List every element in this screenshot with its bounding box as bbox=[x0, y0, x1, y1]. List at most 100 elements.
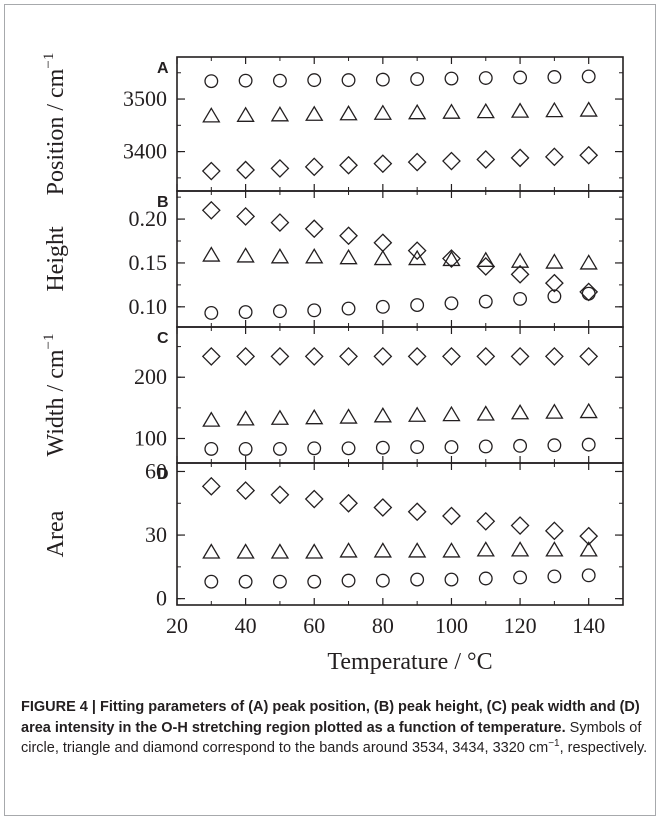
panel-d-diamond-point-3 bbox=[304, 489, 324, 509]
panel-a-diamond-point-6 bbox=[407, 152, 427, 172]
panel-b-circle-point-7 bbox=[444, 296, 459, 311]
panel-d-diamond-point-11 bbox=[579, 526, 599, 546]
panel-a-ylabel-text: Position / cm bbox=[43, 68, 69, 195]
panel-b-diamond-point-10 bbox=[544, 273, 564, 293]
panel-a-triangle-point-2 bbox=[270, 106, 290, 122]
panel-d-triangle-point-3 bbox=[305, 543, 324, 559]
panel-b-diamond-point-2 bbox=[270, 213, 290, 233]
panel-a-diamond-point-0 bbox=[201, 161, 221, 181]
panel-c-diamond-point-9 bbox=[510, 346, 530, 366]
panel-c-diamond-point-8 bbox=[476, 346, 496, 366]
panel-d-ylabel: Area bbox=[43, 510, 69, 557]
panel-d-circle-point-1 bbox=[238, 574, 253, 589]
x-axis-title: Temperature / °C bbox=[327, 649, 492, 675]
panel-b-diamond-point-8 bbox=[476, 257, 496, 276]
panel-b-ylabel: Height bbox=[43, 226, 69, 292]
panel-d-diamond-point-6 bbox=[407, 502, 427, 522]
panel-d-circle-point-5 bbox=[375, 573, 390, 588]
panel-d-triangle-point-5 bbox=[373, 542, 392, 558]
panel-c-triangle-point-7 bbox=[442, 405, 461, 422]
panel-b-triangle-point-5 bbox=[373, 249, 392, 266]
panel-c-diamond-point-11 bbox=[579, 346, 599, 366]
panel-b-circle-point-1 bbox=[238, 305, 253, 320]
panel-d-triangle-point-1 bbox=[236, 543, 255, 559]
panel-b-diamond-point-5 bbox=[373, 233, 393, 253]
panel-b-triangle-point-6 bbox=[408, 249, 427, 266]
panel-c-diamond-point-5 bbox=[373, 346, 393, 366]
panel-c-triangle-point-5 bbox=[373, 407, 392, 423]
panel-b-ytick-label-0: 0.10 bbox=[129, 294, 168, 319]
panel-d-diamond-point-7 bbox=[442, 506, 461, 526]
panel-a-circle-point-4 bbox=[341, 73, 356, 88]
panel-c-circle-point-9 bbox=[513, 438, 528, 453]
panel-c-circle-point-7 bbox=[444, 440, 459, 455]
panel-c-diamond-point-3 bbox=[304, 346, 324, 366]
panel-c-circle-point-6 bbox=[410, 440, 425, 455]
panel-a-circle-point-9 bbox=[513, 70, 528, 85]
panel-d-diamond-point-2 bbox=[270, 485, 290, 505]
x-tick-label-3: 80 bbox=[372, 613, 394, 638]
panel-d-frame bbox=[176, 462, 624, 606]
panel-d-triangle-point-9 bbox=[510, 541, 530, 557]
panel-a-triangle-point-8 bbox=[476, 102, 495, 119]
panel-a-circle-point-8 bbox=[478, 71, 493, 85]
panel-c-triangle-point-1 bbox=[236, 410, 255, 426]
panel-c-ylabel-text: Width / cm bbox=[43, 349, 69, 456]
panel-b-triangle-point-10 bbox=[545, 253, 564, 269]
panel-a-triangle-point-6 bbox=[408, 103, 427, 120]
figure-caption: FIGURE 4 | Fitting parameters of (A) pea… bbox=[21, 697, 649, 759]
panel-b-triangle-point-3 bbox=[305, 248, 324, 264]
panel-b-diamond-point-1 bbox=[236, 207, 256, 226]
panel-d-ylabel-text: Area bbox=[43, 510, 69, 557]
panel-c-ytick-label-1: 200 bbox=[134, 364, 167, 389]
panel-d-ytick-label-1: 30 bbox=[145, 522, 167, 547]
panel-c-diamond-point-2 bbox=[270, 346, 290, 366]
panel-a-circle-point-10 bbox=[547, 70, 562, 84]
x-tick-label-2: 60 bbox=[303, 613, 325, 638]
panel-c-diamond-point-0 bbox=[201, 346, 221, 366]
panel-d-circle-point-0 bbox=[204, 574, 219, 589]
panel-b-ytick-label-2: 0.20 bbox=[129, 206, 168, 231]
panel-a-circle-point-6 bbox=[410, 72, 425, 87]
panel-d-triangle-point-8 bbox=[476, 541, 495, 557]
caption-unit-superscript: −1 bbox=[548, 738, 560, 750]
panel-c-triangle-point-3 bbox=[305, 408, 324, 425]
panel-d-triangle-point-6 bbox=[408, 542, 427, 558]
panel-d-circle-point-11 bbox=[581, 568, 596, 583]
panel-a-diamond-point-3 bbox=[304, 157, 324, 177]
panel-a-circle-point-5 bbox=[375, 72, 390, 87]
panel-c-circle-point-1 bbox=[238, 441, 253, 456]
panel-d-circle-point-8 bbox=[478, 571, 493, 586]
panel-d-diamond-point-5 bbox=[373, 498, 393, 517]
panel-d-triangle-point-10 bbox=[545, 541, 564, 557]
panel-b-ylabel-text: Height bbox=[43, 226, 69, 292]
panel-a-triangle-point-4 bbox=[339, 104, 358, 121]
panel-b-triangle-point-2 bbox=[270, 248, 290, 264]
panel-b-diamond-point-4 bbox=[339, 226, 358, 246]
panel-d-circle-point-3 bbox=[307, 574, 322, 589]
panel-b-circle-point-3 bbox=[307, 303, 322, 318]
panel-a-triangle-point-11 bbox=[579, 101, 598, 117]
panel-d-ytick-label-0: 0 bbox=[156, 586, 167, 611]
panel-a-circle-point-11 bbox=[581, 69, 596, 84]
panel-a-triangle-point-0 bbox=[202, 107, 221, 123]
panel-d-circle-point-4 bbox=[341, 573, 356, 588]
panel-a-diamond-point-2 bbox=[270, 158, 290, 178]
panel-c-circle-point-2 bbox=[272, 441, 287, 456]
panel-a-circle-point-1 bbox=[238, 73, 253, 88]
panel-a-frame bbox=[176, 56, 624, 192]
panel-c-circle-point-11 bbox=[581, 437, 596, 452]
x-tick-label-4: 100 bbox=[435, 613, 468, 638]
panel-b-circle-point-0 bbox=[204, 306, 219, 320]
panel-d-triangle-point-4 bbox=[339, 542, 358, 558]
panel-c-triangle-point-11 bbox=[579, 402, 598, 419]
panel-a-circle-point-0 bbox=[204, 74, 219, 89]
panel-a-triangle-point-10 bbox=[545, 101, 564, 118]
panel-a-ylabel-superscript: −1 bbox=[41, 53, 57, 69]
figure-frame: 3400 3500 A Position / cm−1 0.10 0.15 0.20 B Hei… bbox=[4, 4, 656, 816]
panel-b-diamond-point-7 bbox=[442, 249, 461, 268]
caption-title: FIGURE 4 | Fitting parameters of (A) pea… bbox=[21, 699, 640, 736]
panel-a-triangle-point-1 bbox=[236, 106, 255, 122]
panel-d-triangle-point-2 bbox=[270, 543, 290, 559]
